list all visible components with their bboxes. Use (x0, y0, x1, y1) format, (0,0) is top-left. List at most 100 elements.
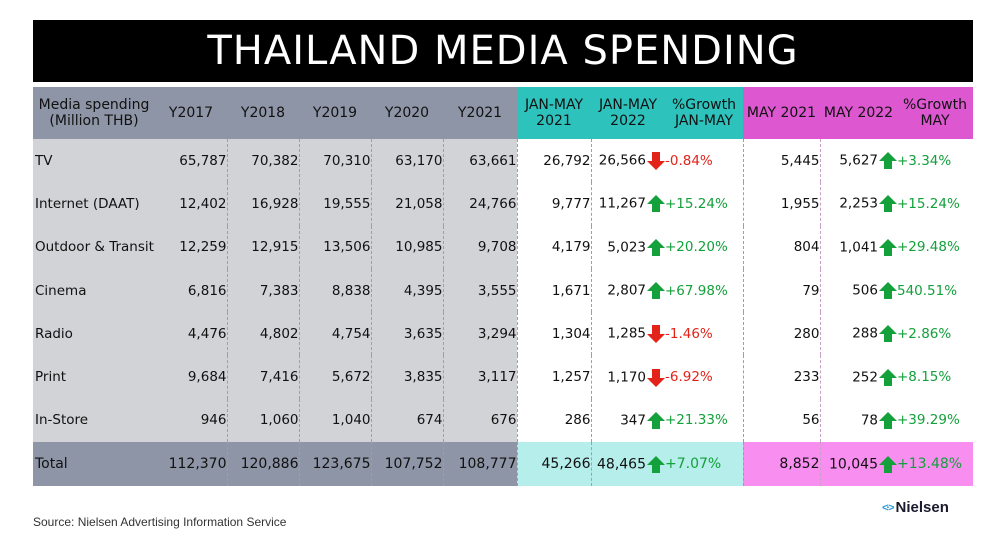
up-arrow-shape (647, 238, 665, 256)
cell-y2020: 4,395 (371, 268, 444, 313)
header-growth-janmay: %Growth JAN-MAY (665, 87, 743, 139)
cell-may-2022: 506 (820, 268, 897, 313)
up-arrow-shape (879, 152, 897, 170)
janmay-2022-value: 347 (620, 412, 646, 429)
cell-janmay-2021: 286 (517, 398, 592, 443)
media-spending-table: Media spending (Million THB) Y2017 Y2018 … (33, 87, 973, 487)
cell-may-2021: 280 (743, 312, 821, 356)
cell-janmay-2022: 26,566 (591, 139, 665, 183)
cell-growth-janmay: -0.84% (665, 139, 744, 183)
cell-janmay-2021: 1,257 (517, 355, 592, 399)
arrow-up-icon (879, 411, 897, 429)
cell-y2020: 3,835 (371, 355, 444, 399)
may-2022-value: 1,041 (839, 239, 878, 256)
table-row: TV 65,787 70,382 70,310 63,170 63,661 26,792 26… (33, 139, 973, 183)
header-y2019: Y2019 (299, 87, 371, 139)
growth-value: +20.20% (665, 239, 728, 256)
cell-may-2021: 804 (743, 225, 821, 269)
cell-y2019: 123,675 (299, 442, 372, 487)
cell-growth-janmay: +7.07% (665, 442, 744, 487)
cell-may-2021: 233 (743, 355, 821, 399)
arrow-down-icon (647, 368, 665, 387)
cell-janmay-2021: 9,777 (517, 182, 592, 226)
up-arrow-shape (647, 411, 665, 429)
cell-y2021: 3,117 (443, 355, 518, 399)
arrow-up-icon (647, 455, 665, 473)
growth-value: +7.07% (665, 456, 722, 473)
table-row: Print 9,684 7,416 5,672 3,835 3,117 1,257 1,170… (33, 355, 973, 399)
table-row: Cinema 6,816 7,383 8,838 4,395 3,555 1,671 2,80… (33, 268, 973, 313)
up-arrow-shape (879, 325, 897, 343)
header-may-2021: MAY 2021 (743, 87, 820, 139)
table-row: Internet (DAAT) 12,402 16,928 19,555 21,058 2… (33, 182, 973, 226)
growth-value: -6.92% (665, 369, 713, 386)
cell-y2017: 4,476 (155, 312, 228, 356)
table-header-row: Media spending (Million THB) Y2017 Y2018 … (33, 87, 973, 139)
table-row: Outdoor & Transit 12,259 12,915 13,506 10,98… (33, 225, 973, 269)
up-arrow-shape (879, 238, 897, 256)
growth-value: +15.24% (665, 195, 728, 212)
arrow-down-icon (647, 325, 665, 344)
up-arrow-shape (879, 455, 897, 473)
cell-growth-janmay: +67.98% (665, 268, 744, 313)
header-y2017: Y2017 (155, 87, 227, 139)
down-arrow-shape (647, 152, 665, 171)
growth-value: +21.33% (665, 412, 728, 429)
cell-growth-may: +15.24% (897, 182, 973, 226)
growth-value: -0.84% (665, 152, 713, 169)
cell-y2021: 676 (443, 398, 518, 443)
cell-janmay-2022: 11,267 (591, 182, 665, 226)
arrow-up-icon (647, 195, 665, 213)
arrow-up-icon (647, 238, 665, 256)
cell-y2018: 12,915 (227, 225, 300, 269)
cell-y2021: 108,777 (443, 442, 518, 487)
header-y2021: Y2021 (443, 87, 517, 139)
cell-janmay-2022: 2,807 (591, 268, 665, 313)
growth-value: +13.48% (897, 456, 963, 473)
cell-y2019: 5,672 (299, 355, 372, 399)
cell-y2021: 9,708 (443, 225, 518, 269)
cell-y2019: 70,310 (299, 139, 372, 183)
table-row: Radio 4,476 4,802 4,754 3,635 3,294 1,304 1,285… (33, 312, 973, 356)
header-growth-may: %Growth MAY (897, 87, 973, 139)
growth-value: 540.51% (897, 282, 958, 299)
cell-growth-may: +29.48% (897, 225, 973, 269)
cell-growth-may: +8.15% (897, 355, 973, 399)
cell-y2019: 13,506 (299, 225, 372, 269)
arrow-up-icon (879, 195, 897, 213)
janmay-2022-value: 48,465 (597, 456, 646, 473)
arrow-up-icon (879, 455, 897, 473)
cell-may-2022: 288 (820, 312, 897, 356)
cell-y2017: 12,402 (155, 182, 228, 226)
arrow-up-icon (879, 368, 897, 386)
cell-y2020: 674 (371, 398, 444, 443)
cell-growth-may: +39.29% (897, 398, 973, 443)
cell-y2017: 9,684 (155, 355, 228, 399)
header-media: Media spending (Million THB) (33, 87, 155, 139)
cell-y2020: 10,985 (371, 225, 444, 269)
arrow-up-icon (647, 282, 665, 300)
logo-text: Nielsen (895, 499, 949, 516)
cell-y2017: 946 (155, 398, 228, 443)
cell-y2017: 65,787 (155, 139, 228, 183)
cell-may-2022: 1,041 (820, 225, 897, 269)
cell-y2017: 6,816 (155, 268, 228, 313)
cell-y2018: 4,802 (227, 312, 300, 356)
media-name: Outdoor & Transit (33, 225, 155, 269)
may-2022-value: 78 (860, 412, 878, 429)
cell-y2019: 19,555 (299, 182, 372, 226)
cell-janmay-2021: 1,304 (517, 312, 592, 356)
nielsen-logo: <·> Nielsen (882, 499, 949, 516)
header-y2020: Y2020 (371, 87, 443, 139)
media-name: Cinema (33, 268, 155, 313)
growth-value: +39.29% (897, 412, 960, 429)
cell-may-2022: 2,253 (820, 182, 897, 226)
cell-janmay-2022: 347 (591, 398, 665, 443)
source-note: Source: Nielsen Advertising Information … (33, 515, 287, 529)
cell-growth-janmay: +21.33% (665, 398, 744, 443)
cell-janmay-2022: 48,465 (591, 442, 665, 487)
cell-y2021: 3,555 (443, 268, 518, 313)
cell-janmay-2021: 45,266 (517, 442, 592, 487)
media-name: Internet (DAAT) (33, 182, 155, 226)
up-arrow-shape (879, 368, 897, 386)
